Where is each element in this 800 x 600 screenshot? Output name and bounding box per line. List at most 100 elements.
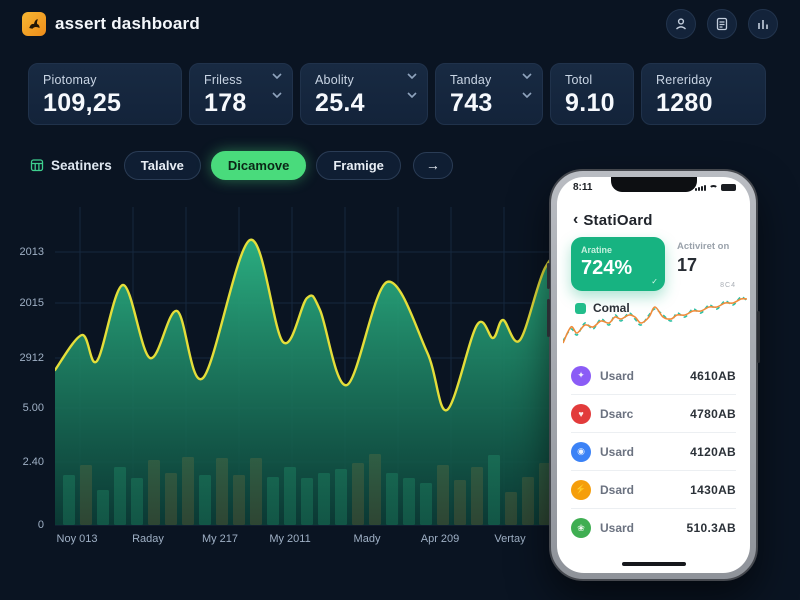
- status-time: 8:11: [573, 182, 593, 193]
- list-item-value: 4610AB: [690, 368, 736, 383]
- signal-icon: [695, 184, 706, 191]
- x-tick-label: My 217: [201, 533, 239, 545]
- list-item-label: Dsarc: [600, 406, 634, 421]
- x-tick-label: Mady: [353, 533, 381, 545]
- avatar-icon: ⚡: [571, 479, 591, 500]
- filter-tabs-row: Seatiners Talalve Dicamove Framige →: [30, 149, 770, 181]
- phone-screen: 8:11 ‹ StatiOard Aratine 724% ✓ Activire…: [557, 177, 750, 573]
- check-icon: ✓: [651, 277, 658, 286]
- stat-card-value: 743: [450, 89, 493, 117]
- header-actions: [666, 9, 778, 39]
- legend-swatch: [575, 302, 586, 314]
- stat-dropdown[interactable]: [407, 73, 417, 98]
- phone-list-item[interactable]: ✦ Usard 4610AB: [571, 357, 736, 395]
- stat-dropdown[interactable]: [522, 73, 532, 98]
- phone-list-item[interactable]: ◉ Usard 4120AB: [571, 433, 736, 471]
- phone-mini-chart: [563, 296, 748, 344]
- secondary-stat-value: 17: [677, 255, 698, 275]
- chevron-down-icon[interactable]: [272, 92, 282, 98]
- document-icon[interactable]: [707, 9, 737, 39]
- stat-card-value: 178: [204, 89, 247, 117]
- stat-card: Totol 9.10: [550, 63, 634, 125]
- list-item-value: 4780AB: [690, 406, 736, 421]
- tab-pill-talalve[interactable]: Talalve: [123, 150, 201, 180]
- next-arrow-button[interactable]: →: [412, 151, 453, 179]
- chevron-down-icon[interactable]: [522, 73, 532, 79]
- y-tick-label: 2015: [19, 297, 44, 309]
- y-tick-label: 2.40: [22, 456, 44, 468]
- tab-pill-framige[interactable]: Framige: [316, 150, 401, 180]
- home-indicator[interactable]: [621, 562, 686, 566]
- phone-status-bar: 8:11: [573, 182, 736, 193]
- phone-usage-list: ✦ Usard 4610AB ♥ Dsarc 4780AB ◉ Usard 4120AB ⚡ Dsa…: [571, 357, 736, 547]
- x-tick-label: Vertay: [494, 533, 526, 545]
- phone-page-title: StatiOard: [583, 211, 653, 229]
- list-item-label: Usard: [600, 368, 635, 383]
- phone-volume-button: [547, 299, 550, 337]
- stat-card-label: Abolity: [315, 73, 354, 87]
- stat-card-value: 1280: [656, 89, 713, 117]
- phone-notch: [610, 177, 697, 192]
- stat-cards-row: Piotomay 109,25 Friless 178 Abolity 25.4 Tanda…: [28, 63, 772, 125]
- avatar-icon: ♥: [571, 403, 591, 424]
- list-item-label: Dsard: [600, 482, 635, 497]
- stat-card-value: 9.10: [565, 89, 615, 117]
- chevron-down-icon[interactable]: [407, 92, 417, 98]
- x-axis: Noy 013 Raday My 217 My 2011 Mady Apr 209 Vert…: [55, 533, 755, 553]
- phone-nav: ‹ StatiOard: [573, 211, 653, 229]
- phone-list-item[interactable]: ⚡ Dsard 1430AB: [571, 471, 736, 509]
- secondary-stat: Activiret on 17 8C4: [677, 237, 738, 291]
- stat-card-label: Totol: [565, 73, 593, 87]
- highlight-card-value: 724%: [581, 257, 633, 279]
- y-tick-label: 0: [37, 519, 44, 531]
- stat-dropdown[interactable]: [272, 73, 282, 98]
- x-tick-label: Apr 209: [420, 533, 460, 545]
- stat-card-value: 109,25: [43, 89, 122, 117]
- x-tick-label: Raday: [132, 533, 164, 545]
- stat-card: Piotomay 109,25: [28, 63, 182, 125]
- stat-card: Rereriday 1280: [641, 63, 766, 125]
- stat-card: Friless 178: [189, 63, 293, 125]
- phone-list-item[interactable]: ❀ Usard 510.3AB: [571, 509, 736, 547]
- mini-line-comal: [563, 296, 748, 342]
- list-item-label: Usard: [600, 444, 635, 459]
- stat-card: Tanday 743: [435, 63, 543, 125]
- tab-pills: Talalve Dicamove Framige: [123, 150, 401, 180]
- highlight-card-label: Aratine: [581, 245, 613, 255]
- tab-group-label: Seatiners: [30, 158, 112, 173]
- back-chevron-icon[interactable]: ‹: [573, 211, 579, 228]
- stat-card-label: Friless: [204, 73, 243, 87]
- x-tick-label: Noy 013: [56, 533, 98, 545]
- y-tick-label: 2912: [19, 352, 44, 364]
- phone-list-item[interactable]: ♥ Dsarc 4780AB: [571, 395, 736, 433]
- secondary-stat-label: Activiret on: [677, 241, 730, 252]
- chevron-down-icon[interactable]: [407, 73, 417, 79]
- secondary-stat-sub: 8C4: [720, 282, 736, 289]
- list-item-value: 510.3AB: [686, 521, 736, 535]
- wifi-icon: [709, 185, 718, 192]
- brand-logo-icon: [22, 12, 46, 36]
- phone-power-button: [757, 311, 760, 363]
- highlight-card[interactable]: Aratine 724% ✓: [571, 237, 665, 291]
- phone-chart-legend: Comal: [575, 301, 630, 315]
- list-item-label: Usard: [600, 521, 635, 535]
- user-icon[interactable]: [666, 9, 696, 39]
- avatar-icon: ◉: [571, 441, 591, 462]
- stat-card-label: Piotomay: [43, 73, 97, 87]
- chevron-down-icon[interactable]: [272, 73, 282, 79]
- chevron-down-icon[interactable]: [522, 92, 532, 98]
- y-axis: 2013 2015 2912 5.00 2.40 0: [0, 195, 48, 535]
- stat-card-label: Rereriday: [656, 73, 712, 87]
- phone-mockup: 8:11 ‹ StatiOard Aratine 724% ✓ Activire…: [547, 169, 760, 581]
- tab-pill-dicamove[interactable]: Dicamove: [210, 150, 307, 180]
- avatar-icon: ❀: [571, 518, 591, 538]
- legend-label: Comal: [593, 301, 630, 315]
- bar-chart-icon[interactable]: [748, 9, 778, 39]
- stat-card: Abolity 25.4: [300, 63, 428, 125]
- app-title: assert dashboard: [55, 14, 200, 33]
- x-tick-label: My 2011: [269, 533, 311, 545]
- list-item-value: 4120AB: [690, 444, 736, 459]
- mini-line-trend: [563, 297, 748, 344]
- top-bar: assert dashboard: [0, 0, 800, 48]
- list-item-value: 1430AB: [690, 482, 736, 497]
